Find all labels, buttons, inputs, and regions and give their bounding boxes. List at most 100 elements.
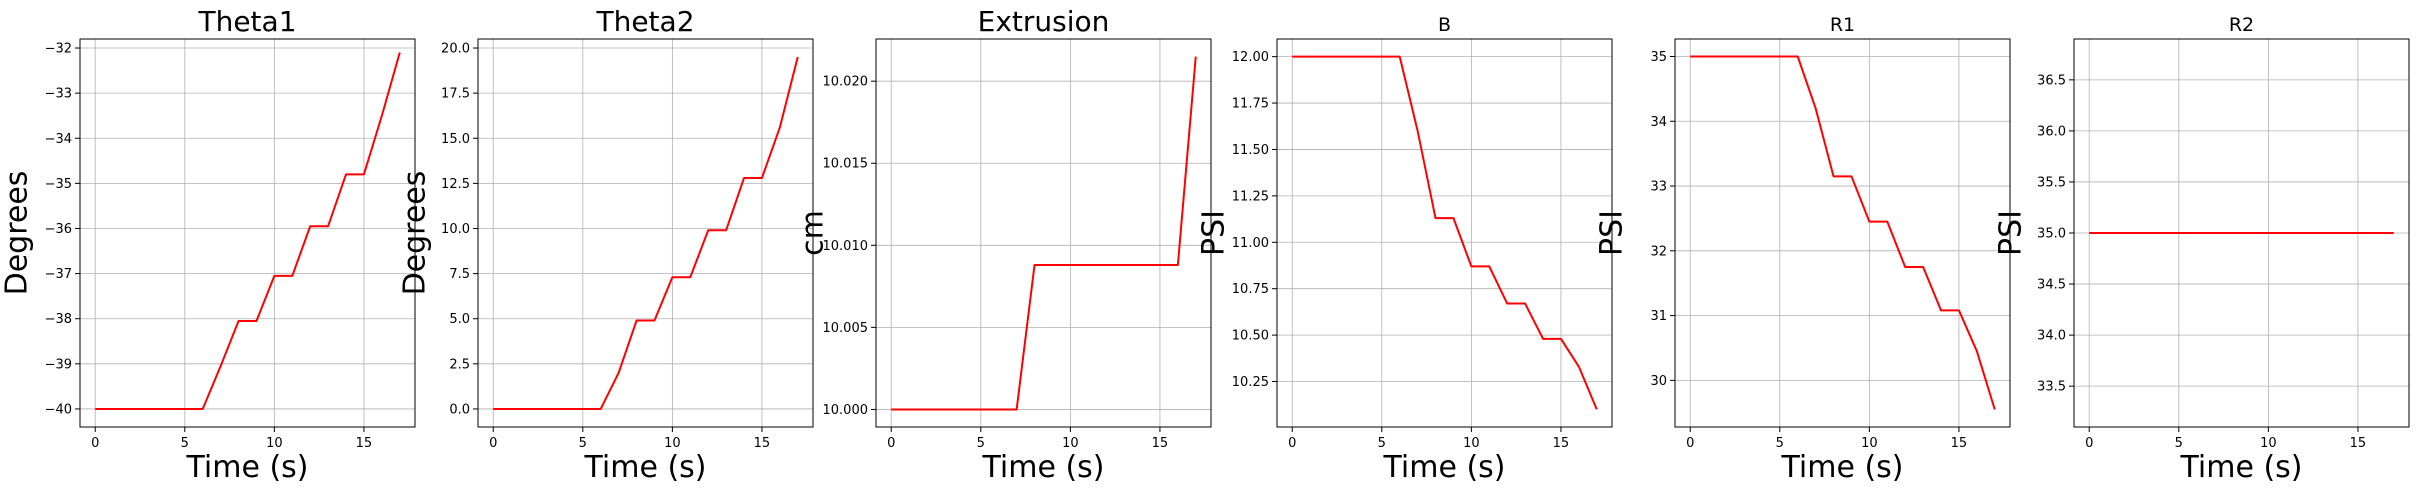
x-tick-label: 0 — [91, 436, 99, 451]
y-tick-label: 35 — [1650, 50, 1667, 65]
y-tick-label: −36 — [45, 222, 72, 237]
chart-title: R1 — [1830, 14, 1855, 36]
y-tick-label: 10.020 — [823, 75, 869, 90]
y-tick-label: 11.25 — [1232, 189, 1269, 204]
y-axis-label: PSI — [1197, 210, 1232, 256]
y-tick-label: 35.0 — [2037, 227, 2066, 242]
y-axis-label: PSI — [1595, 210, 1630, 256]
x-tick-label: 5 — [1378, 436, 1386, 451]
y-tick-label: 10.000 — [823, 403, 869, 418]
x-tick-label: 0 — [2085, 436, 2093, 451]
y-tick-label: 0.0 — [449, 402, 470, 417]
axes-frame — [1674, 38, 2011, 428]
chart-panel-6: 0 5 10 15 33.5 34.0 34.5 35.0 35.5 36.0 36.5 R2 Time… — [1994, 14, 2410, 485]
x-tick-label: 5 — [2175, 436, 2183, 451]
y-tick-label: 7.5 — [449, 267, 470, 282]
series-line-1 — [493, 56, 799, 410]
x-tick-label: 0 — [1686, 436, 1694, 451]
chart-panel-4: 0 5 10 15 10.25 10.50 10.75 11.00 11.25 11.50 11.7… — [1197, 14, 1613, 485]
x-axis-label: Time (s) — [186, 450, 309, 485]
y-tick-label: 32 — [1650, 244, 1667, 259]
y-axis-label: Degrees — [0, 171, 35, 296]
series-line-1 — [1690, 55, 1996, 410]
chart-title: Theta1 — [197, 5, 296, 38]
y-tick-label: −38 — [45, 312, 72, 327]
axes-frame — [79, 38, 416, 428]
y-axis-label: Degrees — [398, 171, 433, 296]
x-axis-label: Time (s) — [982, 450, 1105, 485]
y-tick-label: 15.0 — [441, 132, 470, 147]
y-axis-label: PSI — [1994, 210, 2029, 256]
chart-title: B — [1438, 14, 1451, 36]
y-tick-label: −35 — [45, 177, 72, 192]
x-tick-label: 10 — [1463, 436, 1480, 451]
x-tick-label: 10 — [664, 436, 681, 451]
y-tick-label: −33 — [45, 87, 72, 102]
y-tick-label: 34 — [1650, 115, 1667, 130]
x-tick-label: 15 — [2350, 436, 2367, 451]
x-tick-label: 10 — [1861, 436, 1878, 451]
chart-panel-5: 0 5 10 15 30 31 32 33 34 35 R1 Time (s) PSI — [1595, 14, 2011, 485]
y-tick-label: 34.5 — [2037, 278, 2066, 293]
axes-frame — [1276, 38, 1613, 428]
chart-title: R2 — [2229, 14, 2254, 36]
x-tick-label: 0 — [887, 436, 895, 451]
y-tick-label: 35.5 — [2037, 175, 2066, 190]
y-tick-label: −37 — [45, 267, 72, 282]
y-tick-label: 20.0 — [441, 42, 470, 57]
y-tick-label: 12.5 — [441, 177, 470, 192]
y-tick-label: −34 — [45, 132, 72, 147]
x-axis-label: Time (s) — [584, 450, 707, 485]
chart-title: Theta2 — [595, 5, 694, 38]
x-axis-label: Time (s) — [1781, 450, 1904, 485]
x-tick-label: 5 — [977, 436, 985, 451]
chart-panel-2: 0 5 10 15 0.0 2.5 5.0 7.5 10.0 12.5 15.0 17.5 20.0 Th… — [398, 5, 814, 485]
x-tick-label: 0 — [1288, 436, 1296, 451]
y-tick-label: 11.00 — [1232, 236, 1269, 251]
chart-panel-1: 0 5 10 15 −40 −39 −38 −37 −36 −35 −34 −33 −32 Theta1 T… — [0, 5, 416, 485]
y-tick-label: 31 — [1650, 309, 1667, 324]
y-tick-label: −32 — [45, 42, 72, 57]
axes-frame — [875, 38, 1212, 428]
chart-title: Extrusion — [978, 5, 1110, 38]
x-tick-label: 15 — [356, 436, 373, 451]
x-tick-label: 5 — [181, 436, 189, 451]
x-tick-label: 10 — [1062, 436, 1079, 451]
y-tick-label: 10.005 — [823, 321, 869, 336]
chart-panel-3: 0 5 10 15 10.000 10.005 10.010 10.015 10.020 Extr… — [796, 5, 1212, 485]
y-tick-label: 10.0 — [441, 222, 470, 237]
y-tick-label: −40 — [45, 402, 72, 417]
series-line-1 — [95, 52, 401, 410]
x-axis-label: Time (s) — [2180, 450, 2303, 485]
series-line-1 — [1292, 55, 1598, 410]
y-tick-label: 10.010 — [823, 239, 869, 254]
x-tick-label: 15 — [1152, 436, 1169, 451]
y-tick-label: 33 — [1650, 180, 1667, 195]
x-tick-label: 10 — [266, 436, 283, 451]
x-tick-label: 15 — [754, 436, 771, 451]
y-tick-label: 33.5 — [2037, 380, 2066, 395]
y-tick-label: −39 — [45, 357, 72, 372]
y-tick-label: 11.75 — [1232, 97, 1269, 112]
y-axis-label: cm — [796, 210, 831, 256]
y-tick-label: 12.00 — [1232, 50, 1269, 65]
y-tick-label: 10.015 — [823, 157, 869, 172]
y-tick-label: 36.0 — [2037, 124, 2066, 139]
y-tick-label: 10.75 — [1232, 282, 1269, 297]
y-tick-label: 2.5 — [449, 357, 470, 372]
axes-frame — [477, 38, 814, 428]
x-tick-label: 15 — [1553, 436, 1570, 451]
x-tick-label: 5 — [579, 436, 587, 451]
y-tick-label: 30 — [1650, 374, 1667, 389]
x-axis-label: Time (s) — [1383, 450, 1506, 485]
y-tick-label: 5.0 — [449, 312, 470, 327]
y-tick-label: 34.0 — [2037, 329, 2066, 344]
y-tick-label: 11.50 — [1232, 143, 1269, 158]
x-tick-label: 0 — [489, 436, 497, 451]
y-tick-label: 17.5 — [441, 87, 470, 102]
x-tick-label: 15 — [1951, 436, 1968, 451]
series-line-1 — [891, 56, 1197, 411]
y-tick-label: 10.50 — [1232, 329, 1269, 344]
x-tick-label: 10 — [2260, 436, 2277, 451]
